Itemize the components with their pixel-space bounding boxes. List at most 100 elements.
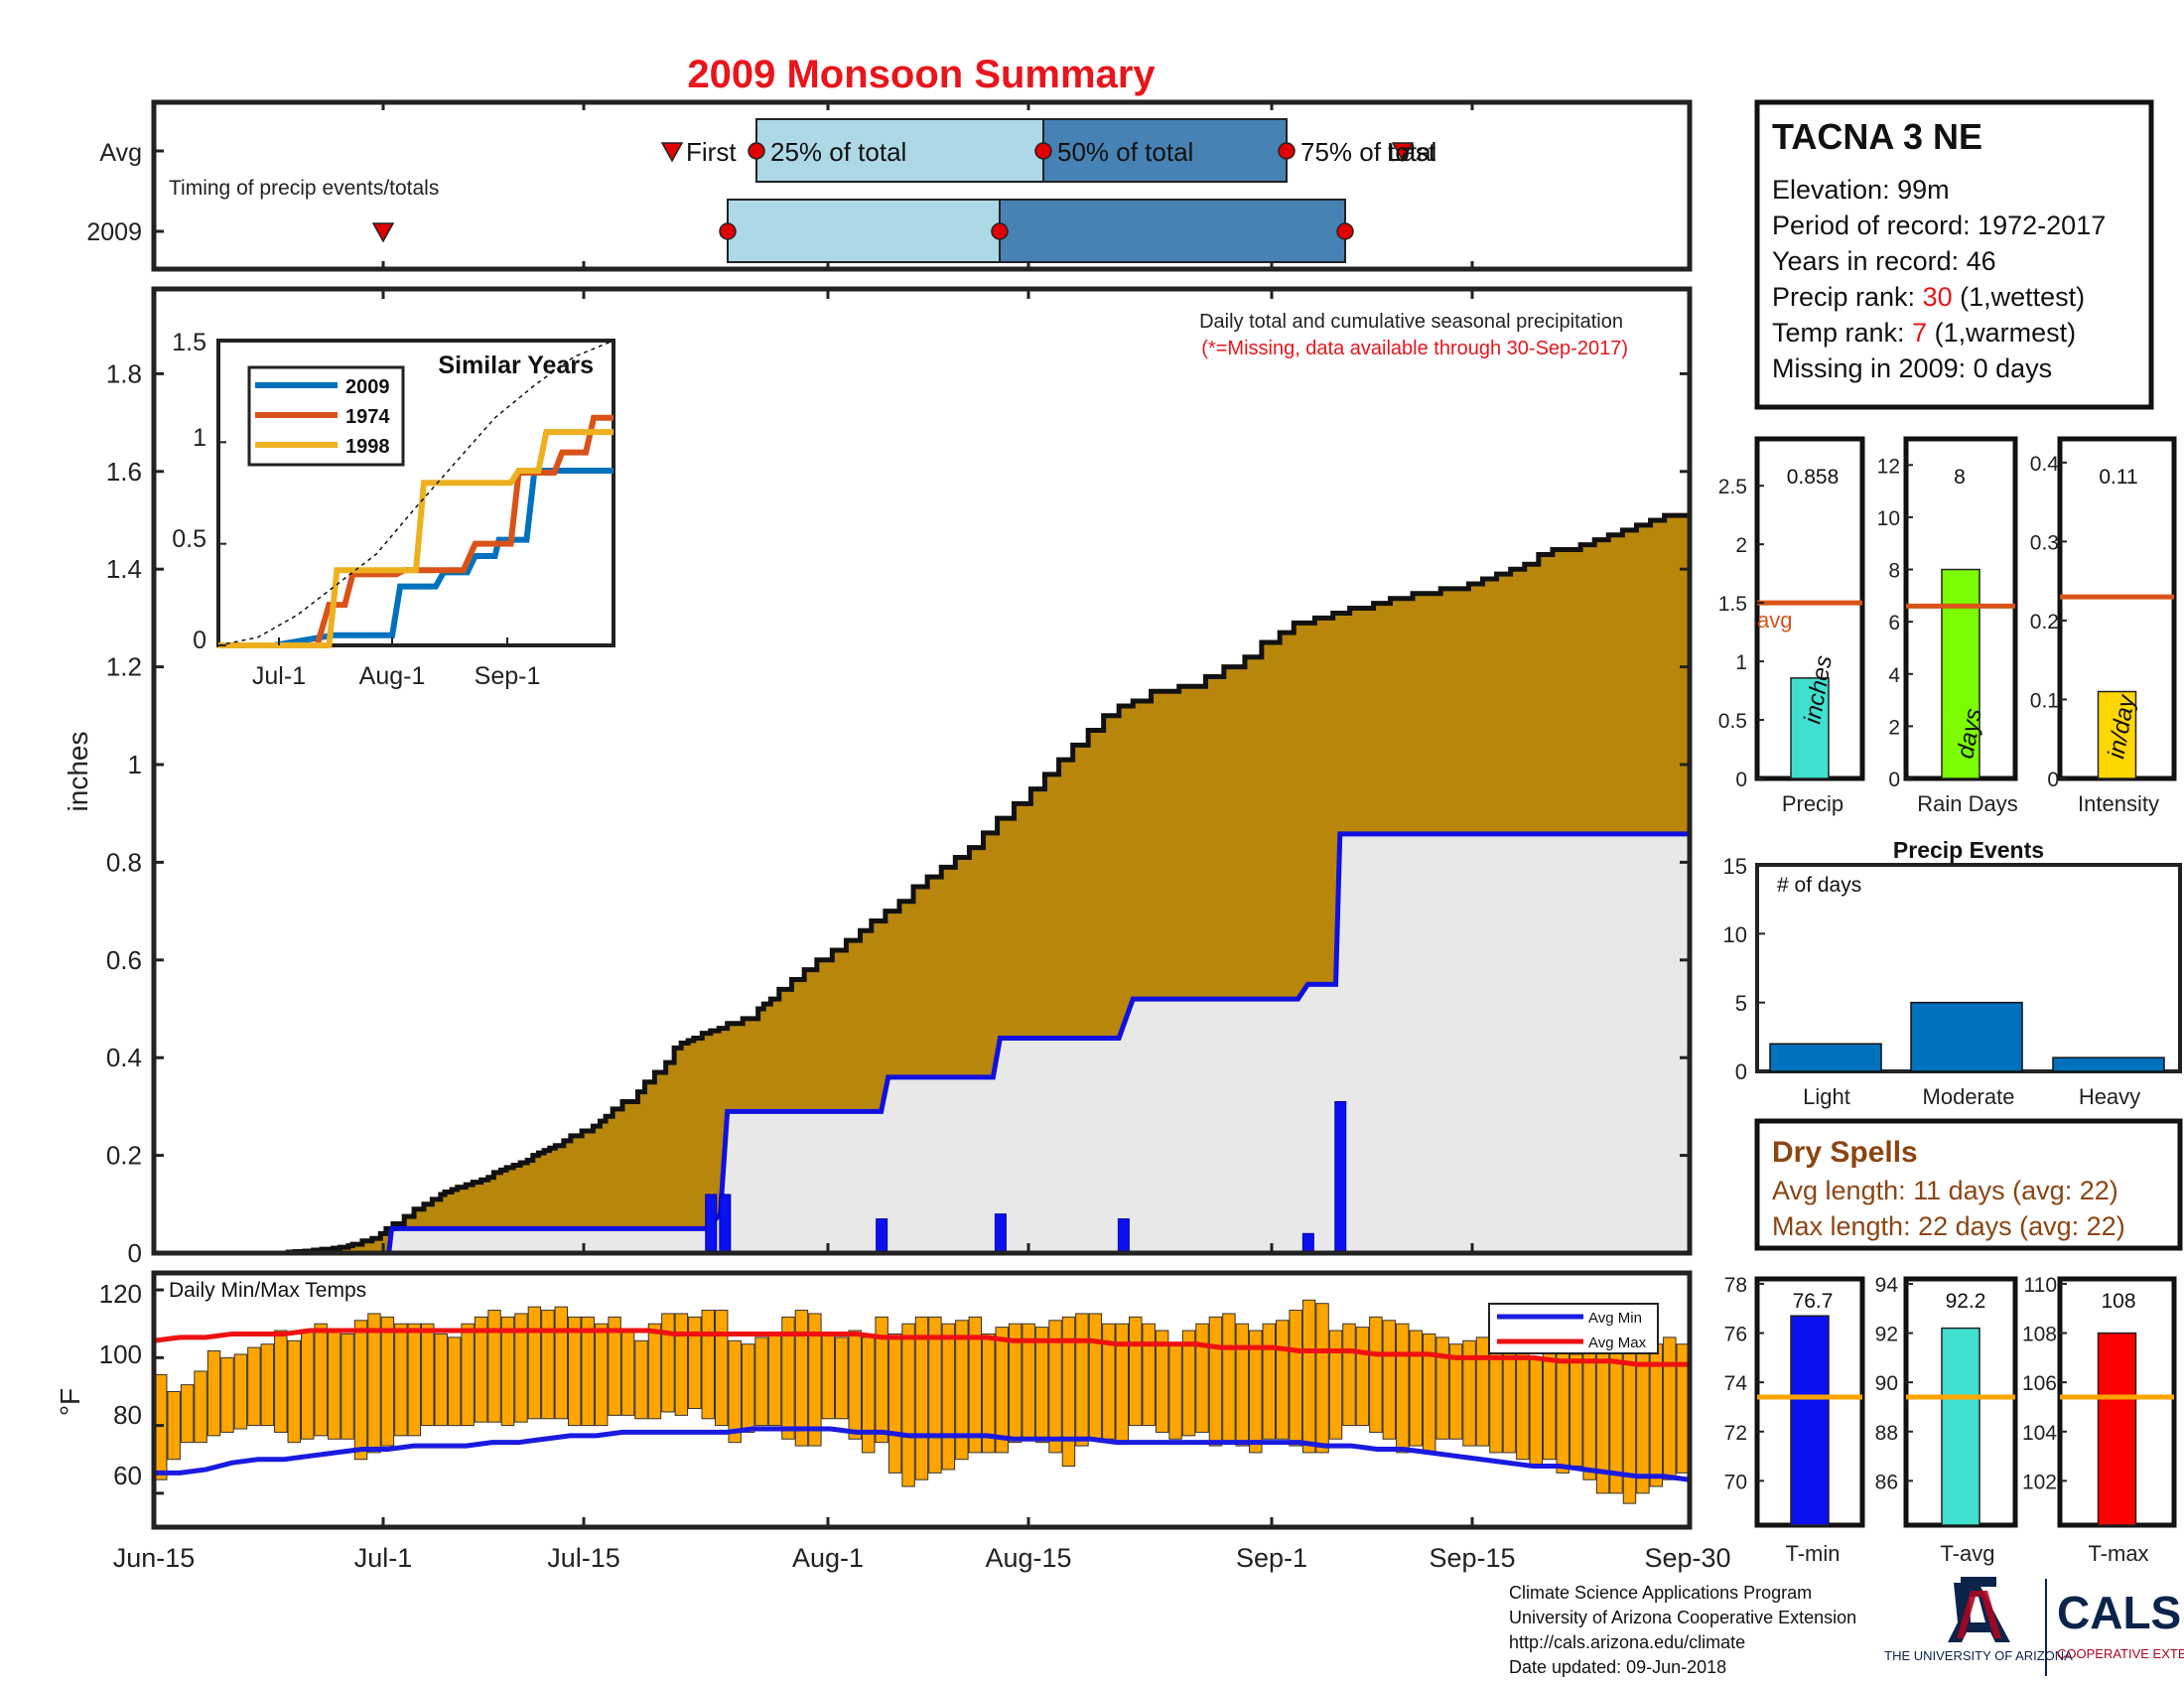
temp-bar-46	[767, 1333, 782, 1427]
temp-bar-92	[1382, 1320, 1397, 1440]
intensity-ytick-1: 0.1	[2030, 689, 2059, 712]
temp-bar-68	[1061, 1316, 1076, 1468]
temp-bar-18	[394, 1323, 408, 1437]
precip-ytick-0: 0	[128, 1238, 142, 1268]
precip-ytick-2: 1	[1735, 651, 1747, 674]
dry-spells-title: Dry Spells	[1772, 1136, 1918, 1169]
temp-bar-12	[314, 1323, 328, 1437]
timing-year-bar-25-50	[727, 199, 1001, 263]
footer-date: Date updated: 09-Jun-2018	[1509, 1657, 1726, 1677]
daily-precip-bar-1	[719, 1194, 732, 1254]
inset-line-1998	[218, 429, 614, 648]
logo-cals: CALS	[2057, 1587, 2181, 1638]
raindays-ytick-5: 10	[1877, 507, 1900, 530]
temp-bar-85	[1289, 1310, 1302, 1447]
temp-bar-70	[1088, 1313, 1103, 1440]
temp-bar-67	[1048, 1320, 1062, 1454]
xtick-jun15: Jun-15	[113, 1543, 196, 1573]
raindays-ytick-4: 8	[1888, 560, 1900, 583]
temp-caption: Daily Min/Max Temps	[169, 1279, 366, 1302]
temp-bar-74	[1142, 1323, 1156, 1427]
temp-bar-98	[1462, 1339, 1476, 1447]
raindays-ytick-6: 12	[1877, 455, 1900, 478]
temp-bar-30	[554, 1306, 569, 1420]
raindays-ytick-3: 6	[1888, 612, 1900, 634]
tmin-ytick-0: 70	[1724, 1471, 1747, 1493]
timing-year-25-marker	[719, 222, 737, 240]
events-title: Precip Events	[1893, 837, 2044, 863]
xtick-sep30: Sep-30	[1644, 1543, 1730, 1573]
temp-bar-113	[1663, 1336, 1677, 1480]
inset-ytick-15: 1.5	[172, 329, 206, 356]
tmin-ytick-1: 72	[1724, 1422, 1747, 1445]
xtick-jul15: Jul-15	[547, 1543, 620, 1573]
raindays-ytick-2: 4	[1888, 664, 1900, 687]
precip-ytick-9: 1.8	[106, 358, 142, 388]
timing-row-year: 2009	[86, 218, 142, 246]
temp-bar-106	[1569, 1353, 1583, 1468]
precip-ytick-4: 2	[1735, 534, 1747, 557]
dry-spells-frame	[1754, 1118, 2183, 1251]
temp-bar-20	[421, 1323, 435, 1427]
tavg-ytick-1: 88	[1875, 1422, 1898, 1445]
avg-max-line	[153, 1328, 1690, 1367]
tmin-value: 76.7	[1793, 1290, 1834, 1313]
temp-frame	[151, 1270, 1693, 1530]
temp-bar-25	[487, 1310, 501, 1423]
tavg-ytick-4: 94	[1875, 1274, 1899, 1297]
timing-avg-first-marker	[660, 142, 684, 163]
temp-bar-79	[1208, 1316, 1223, 1447]
tavg-ytick-0: 86	[1875, 1471, 1898, 1493]
temp-bar-40	[688, 1316, 702, 1410]
intensity-value: 0.11	[2099, 466, 2137, 489]
temp-bar-58	[928, 1316, 942, 1474]
temp-bar-63	[995, 1327, 1009, 1454]
temp-legend-avgmax: Avg Max	[1588, 1335, 1647, 1351]
precip-panel: Daily total and cumulative seasonal prec…	[63, 286, 1693, 1268]
xtick-jul1: Jul-1	[354, 1543, 413, 1573]
xtick-sep1: Sep-1	[1236, 1543, 1307, 1573]
tmin-bar	[1790, 1315, 1830, 1526]
events-bar-heavy	[2052, 1056, 2165, 1072]
temp-bar-102	[1516, 1350, 1530, 1461]
timing-label-50: 50% of total	[1057, 137, 1193, 167]
timing-panel: First 25% of total 50% of total 75% of tota…	[86, 99, 1693, 272]
temp-bar-23	[461, 1323, 475, 1427]
intensity-ytick-4: 0.4	[2030, 453, 2060, 476]
temp-bar-33	[594, 1323, 609, 1427]
legend-1974: 1974	[345, 406, 390, 428]
temp-bar-32	[581, 1316, 595, 1427]
precip-bar	[1790, 677, 1830, 779]
events-cat-light: Light	[1803, 1084, 1850, 1109]
temp-bar-26	[500, 1316, 515, 1427]
temp-bar-94	[1409, 1330, 1423, 1447]
raindays-value: 8	[1954, 466, 1966, 489]
tavg-ytick-3: 92	[1875, 1324, 1898, 1346]
temp-bar-3	[194, 1370, 207, 1444]
temp-bar-59	[941, 1323, 956, 1471]
tmax-ytick-3: 108	[2022, 1324, 2057, 1346]
tmin-ytick-4: 78	[1724, 1274, 1747, 1297]
precip-missing-note: (*=Missing, data available through 30-Se…	[1201, 338, 1628, 359]
temp-bar-24	[474, 1316, 488, 1423]
tavg-ytick-2: 90	[1875, 1372, 1898, 1395]
cumulative-2009-area	[154, 833, 1690, 1253]
temp-bar-100	[1489, 1343, 1503, 1454]
temp-bar-43	[728, 1339, 742, 1444]
temp-ytick-80: 80	[113, 1400, 142, 1430]
precip-ytick-0: 0	[1735, 769, 1747, 791]
temp-bar-47	[781, 1316, 795, 1440]
timing-year-bar-50-75	[999, 199, 1346, 263]
timing-label-last: Last	[1387, 137, 1436, 167]
temp-ylabel: °F	[55, 1388, 85, 1416]
temp-bar-87	[1315, 1303, 1329, 1454]
events-bar-light	[1769, 1043, 1882, 1072]
temp-bar-15	[353, 1320, 368, 1461]
temp-bar-34	[608, 1316, 621, 1416]
temp-ytick-100: 100	[99, 1339, 142, 1369]
temp-ytick-120: 120	[99, 1279, 142, 1309]
temp-bar-49	[808, 1313, 822, 1447]
dry-spells-box: Dry Spells Avg length: 11 days (avg: 22)…	[1754, 1118, 2183, 1251]
temp-bar-96	[1435, 1336, 1449, 1440]
logo-coop: COOPERATIVE EXTENSION	[2057, 1646, 2184, 1661]
